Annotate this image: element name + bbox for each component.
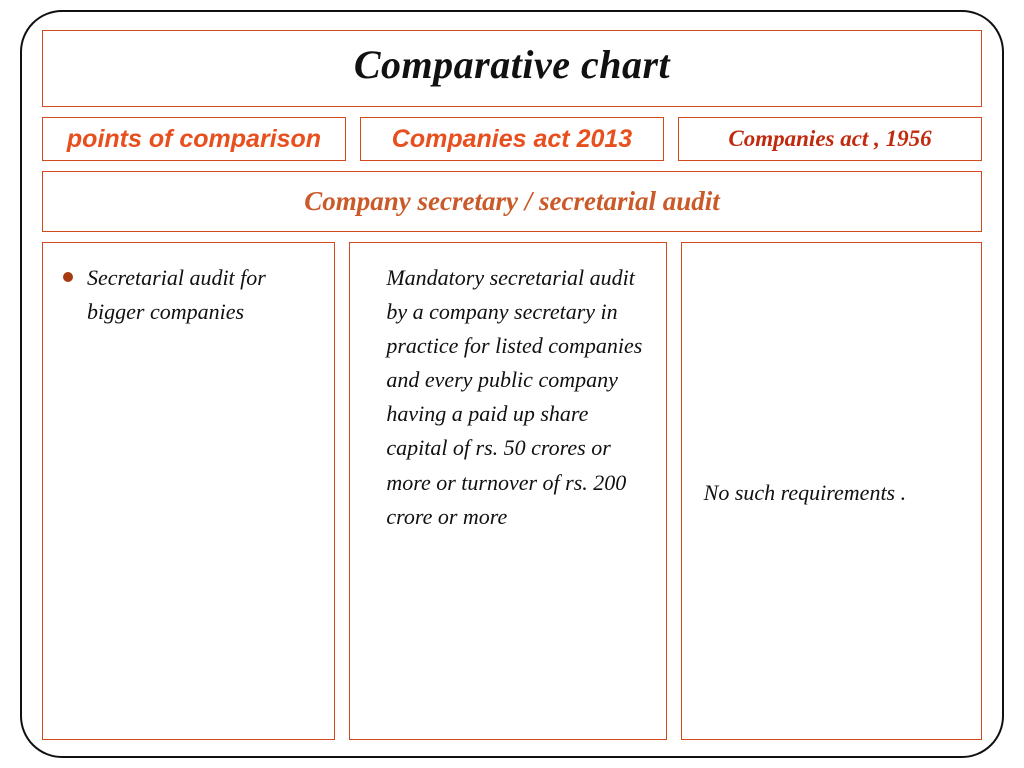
column-act-1956: No such requirements . [681,242,982,740]
content-row: Secretarial audit for bigger companies M… [42,242,982,740]
column-act-2013: Mandatory secretarial audit by a company… [349,242,666,740]
col3-text: No such requirements . [704,476,906,510]
header-companies-act-1956: Companies act , 1956 [678,117,982,161]
slide-frame: Comparative chart points of comparison C… [20,10,1004,758]
header-row: points of comparison Companies act 2013 … [42,117,982,161]
title-text: Comparative chart [43,41,981,88]
header-companies-act-2013: Companies act 2013 [360,117,664,161]
column-points: Secretarial audit for bigger companies [42,242,335,740]
header-points-of-comparison: points of comparison [42,117,346,161]
bullet-list: Secretarial audit for bigger companies [57,261,320,329]
bullet-item: Secretarial audit for bigger companies [63,261,320,329]
section-title: Company secretary / secretarial audit [42,171,982,232]
title-box: Comparative chart [42,30,982,107]
